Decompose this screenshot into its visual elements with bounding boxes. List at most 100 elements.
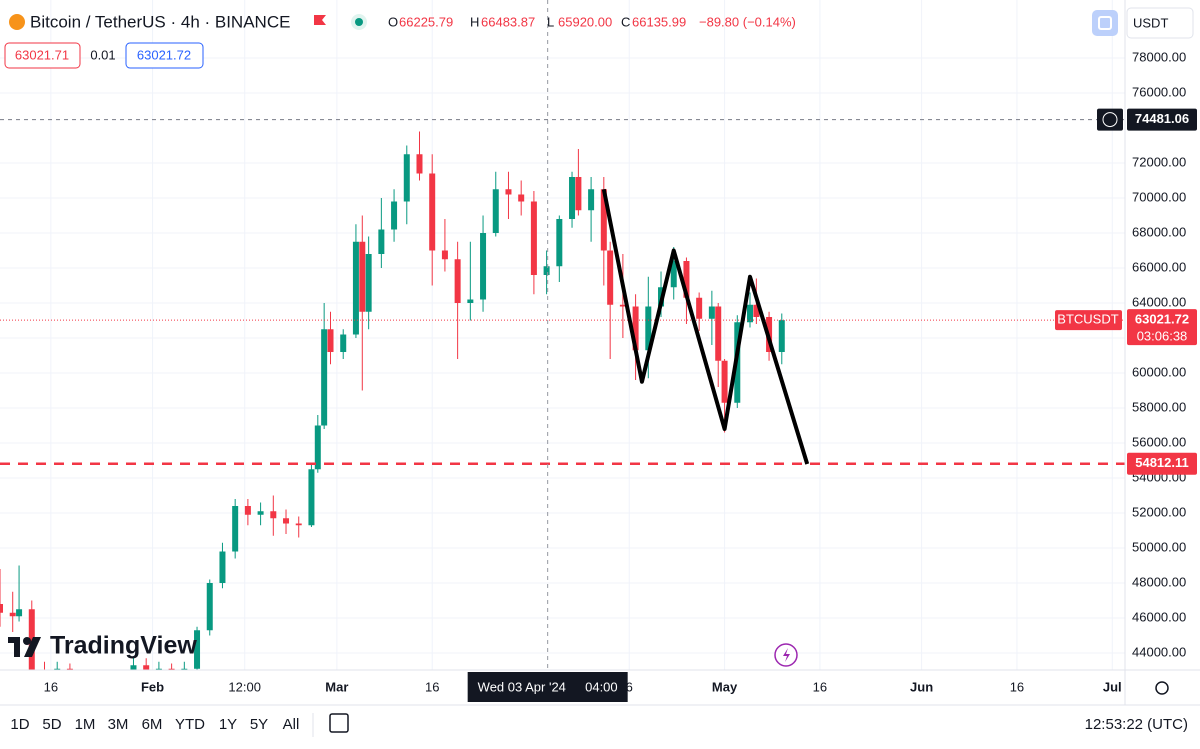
range-button[interactable]: 1D xyxy=(10,716,29,733)
candle-body xyxy=(352,241,359,335)
candle-body xyxy=(480,232,487,300)
y-tick-label: 70000.00 xyxy=(1132,189,1186,204)
candle-body xyxy=(747,304,753,323)
ohlc-value: 66483.87 xyxy=(481,14,535,29)
candle-body xyxy=(715,306,722,361)
alert-icon xyxy=(1102,112,1118,128)
countdown: 03:06:38 xyxy=(1137,329,1188,344)
ohlc-key: H xyxy=(470,14,479,29)
currency[interactable]: USDT xyxy=(1133,15,1168,30)
candle-body xyxy=(283,518,290,524)
bid-price[interactable]: 63021.71 xyxy=(15,47,69,62)
y-tick-label: 78000.00 xyxy=(1132,49,1186,64)
candle-body xyxy=(645,306,652,351)
candle-body xyxy=(696,297,703,319)
candle-body xyxy=(569,176,576,219)
candle-body xyxy=(327,329,334,353)
x-tick-label: Feb xyxy=(141,679,164,694)
y-tick-label: 72000.00 xyxy=(1132,154,1186,169)
y-tick-label: 66000.00 xyxy=(1132,259,1186,274)
range-button[interactable]: All xyxy=(283,716,300,733)
clock: 12:53:22 (UTC) xyxy=(1085,716,1188,733)
crosshair-time: 04:00 xyxy=(585,679,618,694)
symbol-label-box xyxy=(1055,310,1122,331)
sell-box[interactable] xyxy=(4,42,81,69)
settings-icon[interactable] xyxy=(1155,681,1169,695)
candle-body xyxy=(632,306,639,351)
range-button[interactable]: 3M xyxy=(108,716,129,733)
y-tick-label: 50000.00 xyxy=(1132,539,1186,554)
ohlc-values: O 66225.79 H 66483.87 L 65920.00 C 66135.99 xyxy=(388,14,686,29)
candle-body xyxy=(391,201,398,230)
candle-body xyxy=(454,259,461,304)
x-tick-label: 16 xyxy=(1010,679,1024,694)
toolbar: 1D 5D 1M 3M 6M YTD 1Y 5Y All xyxy=(10,716,299,733)
y-tick-label: 52000.00 xyxy=(1132,504,1186,519)
y-tick-label: 64000.00 xyxy=(1132,294,1186,309)
price-label: 63021.72 xyxy=(1135,312,1189,327)
candle-body xyxy=(206,583,213,631)
candle-body xyxy=(9,612,16,617)
range-button[interactable]: YTD xyxy=(175,716,205,733)
candle-body xyxy=(607,250,614,305)
x-tick-label: Jul xyxy=(1103,679,1122,694)
candle-body xyxy=(308,469,315,526)
candle-body xyxy=(340,334,347,353)
range-button[interactable]: 6M xyxy=(142,716,163,733)
flag-icon[interactable] xyxy=(314,15,326,25)
range-button[interactable]: 1M xyxy=(75,716,96,733)
candle-body xyxy=(168,668,175,670)
spread: 0.01 xyxy=(90,47,115,62)
buy-box[interactable] xyxy=(125,42,204,69)
range-button[interactable]: 5Y xyxy=(250,716,268,733)
currency-box[interactable] xyxy=(1126,7,1194,39)
plot-area xyxy=(0,0,1125,670)
candle-body xyxy=(670,260,677,288)
candle-body xyxy=(753,304,760,318)
candle-body xyxy=(270,511,277,519)
range-button[interactable]: 1Y xyxy=(219,716,237,733)
x-tick-label: 6 xyxy=(626,679,633,694)
price-label-box xyxy=(1127,108,1197,131)
coin-icon xyxy=(9,14,25,30)
market-status[interactable] xyxy=(355,18,363,26)
x-tick-label: 12:00 xyxy=(228,679,261,694)
candle-body xyxy=(721,360,728,403)
watermark-logo xyxy=(8,637,41,657)
change-value: −89.80 (−0.14%) xyxy=(699,14,796,29)
candle-body xyxy=(314,425,321,470)
candle-body xyxy=(244,506,251,515)
candle-body xyxy=(194,630,201,669)
ask-price[interactable]: 63021.72 xyxy=(137,47,191,62)
ohlc-key: O xyxy=(388,14,398,29)
candle-body xyxy=(16,609,23,617)
candle-body xyxy=(505,189,512,195)
price-label: 74481.06 xyxy=(1135,111,1189,126)
alert-button[interactable] xyxy=(1097,108,1123,131)
x-tick-label: Jun xyxy=(910,679,933,694)
candle-body xyxy=(588,189,595,211)
range-button[interactable]: 5D xyxy=(42,716,61,733)
candle-body xyxy=(66,668,73,670)
candle-body xyxy=(778,320,785,353)
candle-body xyxy=(492,189,499,233)
candle-body xyxy=(556,218,563,267)
scale-toggle[interactable] xyxy=(1092,10,1118,36)
date-range-button[interactable] xyxy=(329,713,349,733)
crosshair-date: Wed 03 Apr '24 xyxy=(478,679,566,694)
candle-body xyxy=(575,176,582,211)
candle-body xyxy=(181,668,188,670)
x-tick-label: 16 xyxy=(44,679,58,694)
symbol-title: Bitcoin / TetherUS · 4h · BINANCE xyxy=(30,12,290,31)
candle-body xyxy=(708,306,715,319)
y-tick-label: 48000.00 xyxy=(1132,574,1186,589)
ohlc-value: 65920.00 xyxy=(558,14,612,29)
price-label-box xyxy=(1127,309,1197,346)
y-tick-label: 76000.00 xyxy=(1132,84,1186,99)
candle-body xyxy=(143,665,150,670)
zigzag-drawing xyxy=(601,188,810,465)
y-tick-label: 56000.00 xyxy=(1132,434,1186,449)
candle-body xyxy=(467,299,474,304)
